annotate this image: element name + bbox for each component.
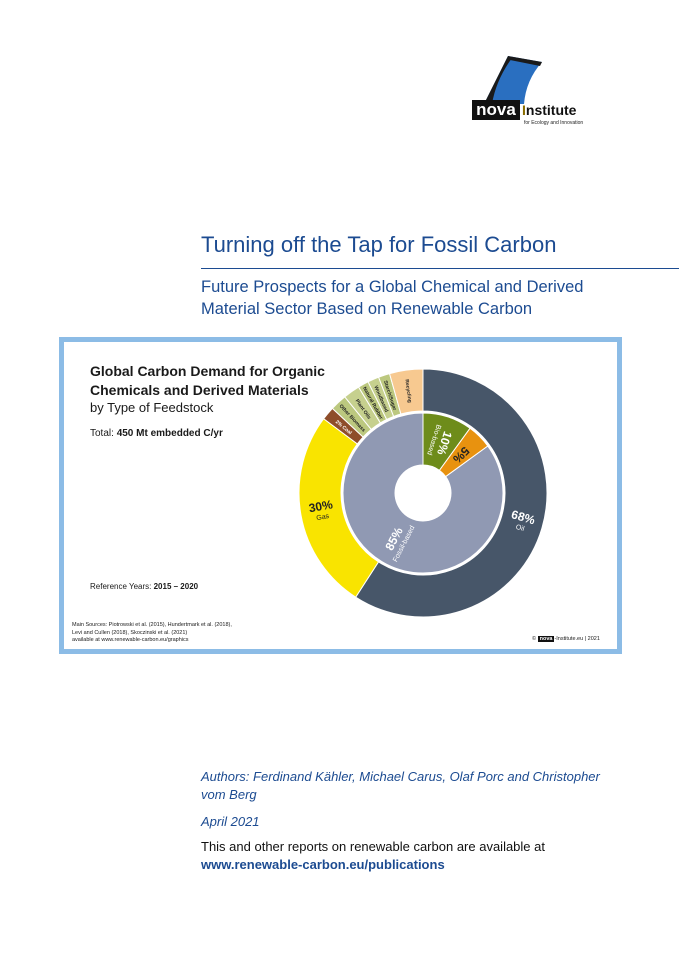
sources-line-3: available at www.renewable-carbon.eu/gra… [72,637,189,643]
logo-name-first: I [522,102,526,118]
chart-sources: Main Sources: Piotrowski et al. (2015), … [72,622,302,645]
outer-label-68: 68%Oil [510,507,537,533]
chart-title: Global Carbon Demand for Organic Chemica… [90,362,325,400]
ref-label: Reference Years: [90,582,154,591]
chart-total: Total: 450 Mt embedded C/yr [90,428,223,439]
outer-label-recycling: Recycling [403,379,412,403]
logo-name-rest: nstitute [525,102,577,118]
ref-value: 2015 – 2020 [153,582,199,591]
svg-text:Recycling: Recycling [403,379,412,403]
chart-title-line-1: Global Carbon Demand for Organic [90,363,325,379]
publications-link[interactable]: www.renewable-carbon.eu/publications [201,857,445,872]
svg-text:Gas: Gas [316,513,330,522]
chart-subtitle: by Type of Feedstock [90,400,214,415]
sources-line-2: Levi and Cullen (2018), Skoczinski et al… [72,629,188,636]
authors: Authors: Ferdinand Kähler, Michael Carus… [201,769,600,802]
copyright-prefix: © [532,636,538,642]
total-label: Total: [90,428,117,439]
inner-slice-5 [438,427,489,478]
outer-slice-68-oil [355,368,548,618]
subtitle-line-2: Material Sector Based on Renewable Carbo… [201,300,533,318]
logo-institute-name: Institute [522,102,576,118]
subtitle-line-1: Future Prospects for a Global Chemical a… [201,278,584,296]
chart-title-line-2: Chemicals and Derived Materials [90,382,309,398]
publication-date: April 2021 [201,814,260,829]
title-divider [201,268,679,269]
svg-text:30%: 30% [308,497,334,515]
sources-line-1: Main Sources: Piotrowski et al. (2015), … [72,622,232,628]
outer-slice-recycling [388,368,424,415]
report-title: Turning off the Tap for Fossil Carbon [201,232,557,257]
chart-copyright: © nova -Institute.eu | 2021 [532,636,600,642]
nova-institute-logo: nova Institute for Ecology and Innovatio… [466,52,626,132]
report-subtitle: Future Prospects for a Global Chemical a… [201,276,583,320]
reference-years: Reference Years: 2015 – 2020 [90,582,198,591]
copyright-brand: nova [537,636,555,642]
logo-nova-word: nova [472,100,520,120]
nova-sail-icon [484,56,542,104]
svg-text:68%: 68% [510,507,537,527]
total-value: 450 Mt embedded C/yr [116,428,223,439]
copyright-suffix: -Institute.eu | 2021 [554,636,600,642]
donut-center [397,467,449,519]
logo-tagline: for Ecology and Innovation [524,120,584,126]
chart-card: Global Carbon Demand for Organic Chemica… [59,337,622,654]
availability-note: This and other reports on renewable carb… [201,839,545,854]
inner-label-10: 10%Bio-based [425,424,455,458]
outer-label-30: 30%Gas [308,497,334,522]
inner-slice-85-fossil-based [342,412,504,574]
svg-text:Oil: Oil [515,524,526,533]
